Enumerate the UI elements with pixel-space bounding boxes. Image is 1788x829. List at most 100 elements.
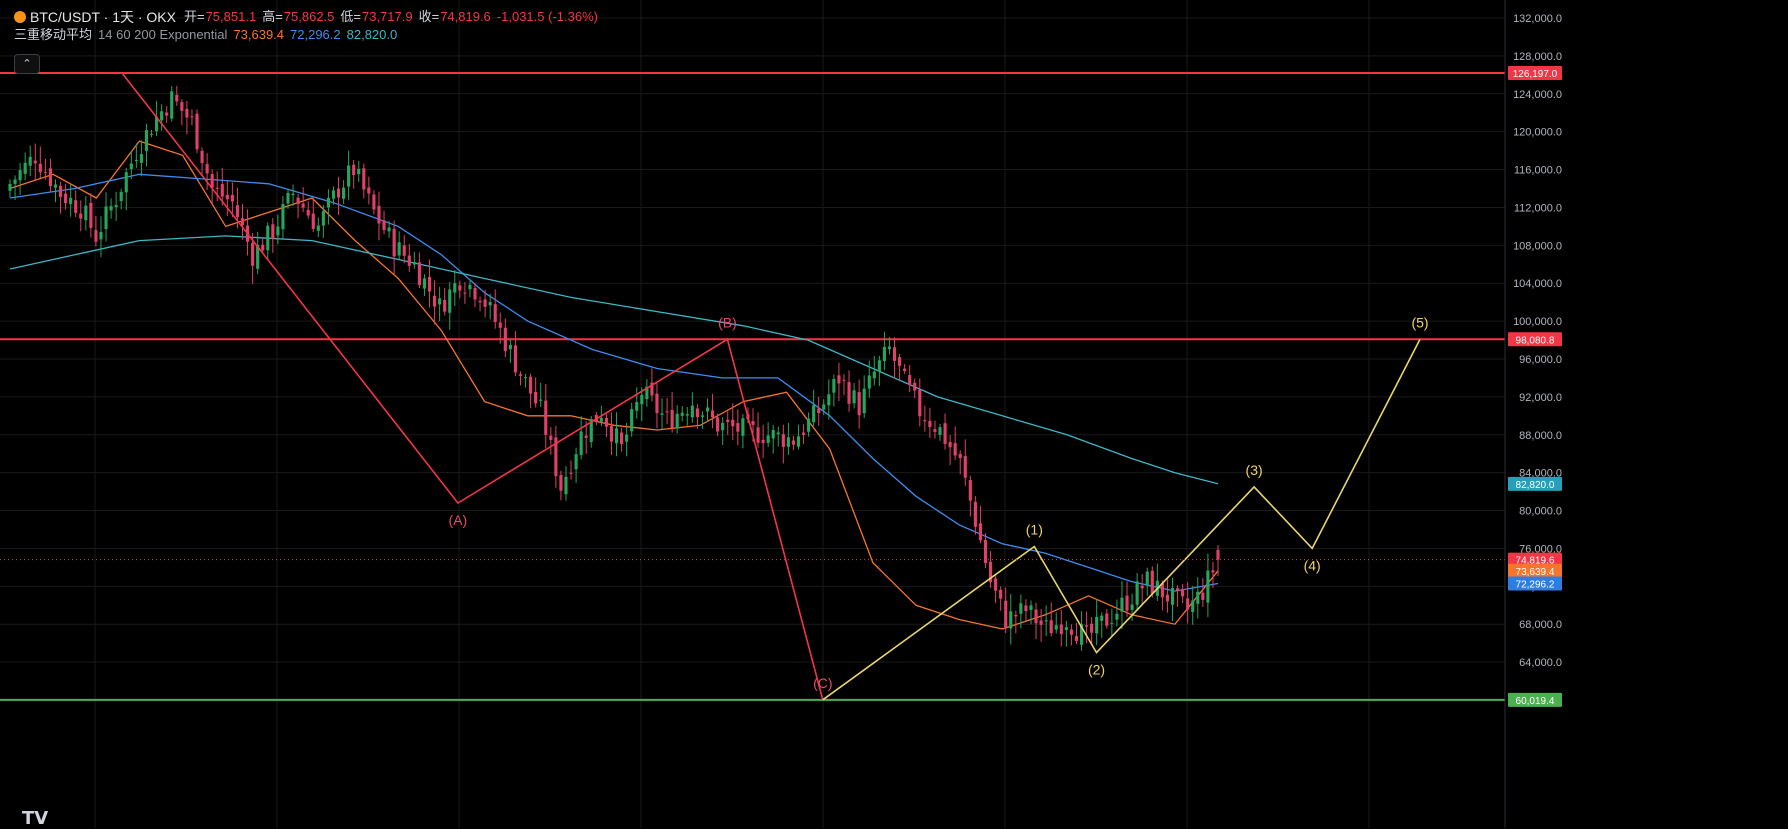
candle-body [357,168,361,175]
candle-body [675,413,679,429]
candle-body [549,435,553,440]
candle-body [473,287,477,300]
y-tick-label: 116,000.0 [1514,165,1562,177]
indicator-name[interactable]: 三重移动平均 [14,27,93,42]
candle-body [397,242,401,256]
candle-body [220,184,224,197]
candle-body [579,431,583,456]
candle-body [1130,604,1134,610]
price-tag-label: 60,019.4 [1516,696,1555,707]
y-tick-label: 132,000.0 [1513,13,1562,25]
candle-body [705,407,710,412]
candle-body [771,429,775,439]
candle-body [958,453,962,459]
close-value: 74,819.6 [440,9,491,24]
candle-body [700,415,705,417]
candle-body [857,392,861,416]
candle-body [887,346,892,350]
candle-body [923,420,927,422]
candle-body [372,194,376,210]
price-tag-label: 72,296.2 [1516,580,1555,591]
candle-body [903,368,907,371]
candle-body [801,432,806,435]
open-value: 75,851.1 [205,9,257,24]
symbol-title[interactable]: BTC/USDT · 1天 · OKX [30,9,176,25]
candle-body [544,400,548,435]
indicator-row[interactable]: 三重移动平均 14 60 200 Exponential 73,639.4 72… [14,26,604,44]
candle-body [94,230,98,242]
candle-body [518,374,523,376]
candle-body [1135,581,1139,605]
candle-body [200,150,204,164]
y-tick-label: 96,000.0 [1519,354,1562,366]
candle-body [443,299,447,312]
candle-body [645,386,649,400]
candle-body [458,285,462,291]
candle-body [205,164,209,174]
candle-body [134,159,138,162]
candle-body [144,130,149,151]
candle-body [635,402,639,411]
candle-body [316,225,320,231]
price-tag-label: 98,080.8 [1516,335,1555,346]
candle-body [402,245,406,256]
candle-body [554,437,558,477]
candle-body [756,427,760,443]
candle-body [180,102,184,111]
candle-body [1181,588,1185,597]
candle-body [614,428,619,444]
low-label: 低= [340,9,361,24]
candle-body [710,410,715,418]
candle-body [266,225,270,251]
candle-body [913,382,917,391]
ema-lines [9,140,1219,630]
y-tick-label: 68,000.0 [1519,619,1562,631]
candle-body [1029,605,1033,611]
y-tick-label: 76,000.0 [1519,543,1562,555]
price-tag-label: 74,819.6 [1516,556,1555,567]
candle-body [625,434,629,442]
candle-body [185,108,189,118]
candle-body [1049,620,1053,634]
chart-legend: BTC/USDT · 1天 · OKX 开= 75,851.1 高= 75,862.… [14,8,604,44]
candle-body [847,382,851,404]
collapse-legend-button[interactable]: ⌃ [14,54,40,74]
candle-body [129,163,133,170]
candle-body [261,244,265,251]
price-tag [1508,692,1562,707]
price-tag [1508,576,1562,591]
candle-body [1090,623,1094,633]
candle-body [74,200,78,213]
candle-body [488,302,492,306]
price-axis[interactable]: 64,000.068,000.072,000.076,000.080,000.0… [1504,0,1562,828]
y-tick-label: 108,000.0 [1513,240,1562,252]
candle-body [1196,591,1200,604]
abc-correction-wave [121,72,824,701]
candle-body [867,375,871,389]
candle-body [978,523,983,541]
price-tag-label: 73,639.4 [1516,567,1555,578]
candle-body [139,154,143,163]
candle-body [1100,615,1104,621]
ema200-value: 82,820.0 [346,27,398,42]
candle-body [104,206,108,229]
candle-body [584,435,588,438]
candle-body [28,156,32,166]
candle-body [523,377,528,379]
candle-body [807,418,811,432]
price-tag [1508,552,1562,567]
candle-body [256,244,260,269]
candle-body [382,220,386,230]
candle-body [908,375,912,385]
candle-body [1186,598,1190,610]
candle-body [837,375,841,384]
candle-body [483,299,487,307]
candle-body [726,419,730,422]
candle-body [230,195,234,202]
candle-body [842,379,846,381]
candle-body [1009,611,1013,629]
candle-body [943,423,947,444]
candle-body [559,474,563,491]
candle-body [1206,570,1210,603]
